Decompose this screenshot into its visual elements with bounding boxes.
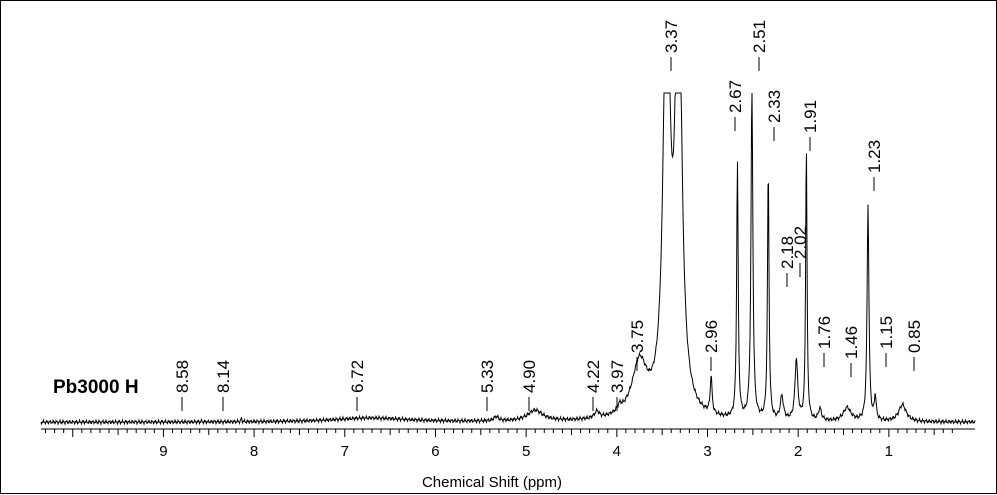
peak-label-text: 2.96 xyxy=(702,320,721,353)
peak-label-2-33: 2.33 xyxy=(765,90,784,141)
peak-label-text: 1.76 xyxy=(815,316,834,349)
x-tick-label: 7 xyxy=(341,443,349,460)
peak-label-text: 1.15 xyxy=(877,316,896,349)
peak-label-1-76: 1.76 xyxy=(815,316,834,367)
spectrum-layer xyxy=(40,92,976,427)
peak-label-text: 6.72 xyxy=(348,360,367,393)
peak-label-3-97: 3.97 xyxy=(608,360,627,411)
x-axis: 9 8 7 6 5 4 3 2 1 xyxy=(41,428,975,460)
x-tick-label: 2 xyxy=(794,443,802,460)
peak-label-text: 2.51 xyxy=(750,20,769,53)
x-tick-label: 3 xyxy=(703,443,711,460)
peak-label-text: 5.33 xyxy=(478,360,497,393)
x-axis-title: Chemical Shift (ppm) xyxy=(422,474,562,491)
x-tick-label: 1 xyxy=(885,443,893,460)
peak-label-text: 1.23 xyxy=(865,140,884,173)
peak-label-2-02: 2.02 xyxy=(791,226,810,277)
peak-label-1-91: 1.91 xyxy=(801,100,820,151)
peak-label-text: 3.97 xyxy=(608,360,627,393)
peak-label-2-51: 2.51 xyxy=(750,20,769,71)
peak-label-5-33: 5.33 xyxy=(478,360,497,411)
peak-label-3-75: 3.75 xyxy=(628,320,647,371)
peak-label-8-58: 8.58 xyxy=(173,360,192,411)
peak-label-1-15: 1.15 xyxy=(877,316,896,367)
peak-label-text: 1.46 xyxy=(842,326,861,359)
spectrum-trace xyxy=(40,92,976,427)
peak-label-text: 3.75 xyxy=(628,320,647,353)
peak-label-2-67: 2.67 xyxy=(726,80,745,131)
peak-label-text: 1.91 xyxy=(801,100,820,133)
peak-label-text: 2.18 xyxy=(778,236,797,269)
peak-label-2-18: 2.18 xyxy=(778,236,797,287)
x-tick-label: 4 xyxy=(613,443,621,460)
peak-label-1-23: 1.23 xyxy=(865,140,884,191)
peak-label-8-14: 8.14 xyxy=(214,360,233,411)
peak-label-layer: 8.58 8.14 6.72 5.33 4.90 4.22 3.973.75 3.37 2.96… xyxy=(173,20,924,411)
peak-label-6-72: 6.72 xyxy=(348,360,367,411)
peak-label-text: 3.37 xyxy=(662,20,681,53)
peak-label-text: 2.02 xyxy=(791,226,810,259)
peak-label-text: 2.33 xyxy=(765,90,784,123)
x-tick-label: 5 xyxy=(522,443,530,460)
sample-label: Pb3000 H xyxy=(53,377,139,398)
peak-label-text: 8.58 xyxy=(173,360,192,393)
peak-label-text: 4.90 xyxy=(520,360,539,393)
x-tick-label: 9 xyxy=(159,443,167,460)
peak-label-2-96: 2.96 xyxy=(702,320,721,371)
peak-label-text: 0.85 xyxy=(905,320,924,353)
peak-label-3-37: 3.37 xyxy=(662,20,681,71)
peak-label-0-85: 0.85 xyxy=(905,320,924,371)
peak-label-text: 4.22 xyxy=(584,360,603,393)
peak-label-text: 8.14 xyxy=(214,360,233,393)
peak-label-text: 2.67 xyxy=(726,80,745,113)
peak-label-1-46: 1.46 xyxy=(842,326,861,377)
peak-label-4-90: 4.90 xyxy=(520,360,539,411)
peak-label-4-22: 4.22 xyxy=(584,360,603,411)
x-tick-label: 6 xyxy=(431,443,439,460)
x-tick-label: 8 xyxy=(250,443,258,460)
